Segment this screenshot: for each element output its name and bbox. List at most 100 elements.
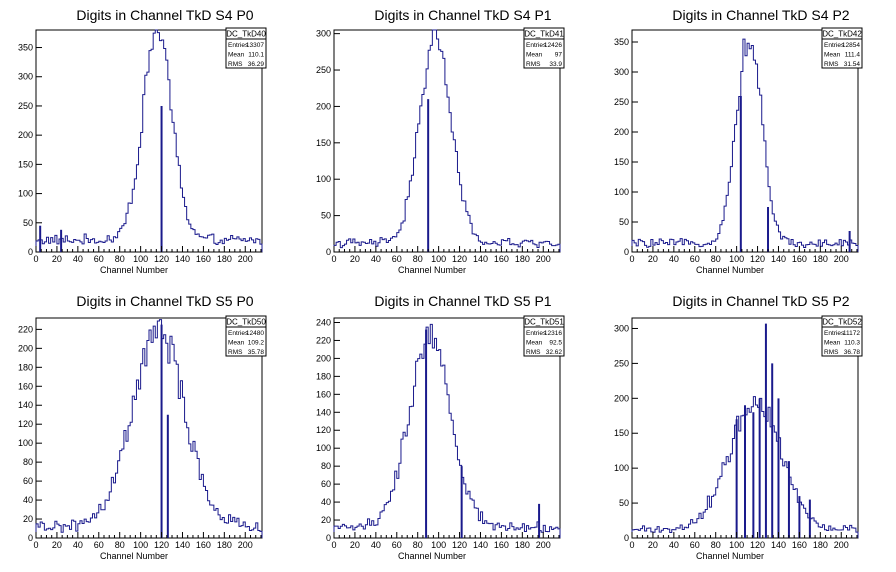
x-axis-label: Channel Number [398,551,466,561]
stats-row-value: 109.2 [248,340,265,347]
x-tick-label: 80 [115,540,125,550]
x-tick-label: 60 [690,254,700,264]
x-tick-label: 60 [392,540,402,550]
stats-row-label: Entries [824,42,845,49]
y-tick-label: 100 [614,463,629,473]
x-tick-label: 40 [669,540,679,550]
histogram-panel-3: Digits in Channel TkD S5 P0 0 20 40 60 80 100 1… [18,293,267,561]
stats-row-label: Mean [526,52,543,59]
x-tick-label: 80 [115,254,125,264]
y-zero-label: 0 [28,533,33,543]
x-tick-label: 80 [413,254,423,264]
y-tick-label: 50 [321,211,331,221]
y-tick-label: 80 [23,457,33,467]
y-tick-label: 40 [23,495,33,505]
plot-frame [35,317,263,539]
histogram-panel-4: Digits in Channel TkD S5 P1 0 20 40 60 80 100 1… [316,293,565,561]
y-tick-label: 150 [316,138,331,148]
y-tick-label: 300 [614,67,629,77]
y-tick-label: 200 [316,101,331,111]
stats-row-value: 110.3 [844,340,860,347]
y-tick-label: 150 [614,428,629,438]
x-tick-label: 60 [392,254,402,264]
stats-row-label: Mean [824,52,841,59]
x-tick-label: 180 [217,540,232,550]
x-axis-label: Channel Number [100,265,168,275]
y-tick-label: 350 [614,37,629,47]
stats-box [821,315,863,357]
y-tick-label: 100 [316,443,331,453]
x-tick-label: 200 [238,540,253,550]
y-zero-label: 0 [28,247,33,257]
y-tick-label: 350 [18,43,33,53]
stats-row-value: 110.1 [248,52,264,59]
stats-row-value: 97 [555,52,563,59]
y-tick-label: 250 [614,97,629,107]
stats-row-label: RMS [228,61,243,68]
x-tick-label: 80 [711,540,721,550]
stats-row-value: 13307 [246,42,264,49]
x-tick-label: 60 [690,540,700,550]
x-tick-label: 40 [669,254,679,264]
x-tick-label: 0 [331,540,336,550]
x-tick-label: 160 [196,254,211,264]
x-tick-label: 20 [350,254,360,264]
chart-title: Digits in Channel TkD S5 P1 [374,293,551,309]
y-tick-label: 240 [316,317,331,327]
y-tick-label: 80 [321,461,331,471]
stats-row-label: Entries [824,330,845,337]
y-zero-label: 0 [624,533,629,543]
y-tick-label: 60 [321,479,331,489]
stats-box [523,27,565,69]
histogram-line [35,319,263,538]
x-axis-label: Channel Number [696,265,764,275]
y-tick-label: 300 [614,323,629,333]
y-tick-label: 120 [18,419,33,429]
y-tick-label: 20 [321,515,331,525]
y-tick-label: 200 [614,127,629,137]
stats-row-value: 11172 [843,330,860,337]
y-tick-label: 180 [316,371,331,381]
y-tick-label: 40 [321,497,331,507]
stats-box [821,27,863,69]
stats-row-label: RMS [526,61,541,68]
plot-frame [35,29,263,253]
x-tick-label: 80 [711,254,721,264]
stats-row-value: 111.4 [845,52,861,59]
x-tick-label: 0 [629,540,634,550]
x-tick-label: 0 [33,540,38,550]
y-tick-label: 220 [316,335,331,345]
y-tick-label: 100 [316,174,331,184]
y-tick-label: 200 [18,343,33,353]
y-zero-label: 0 [624,247,629,257]
x-tick-label: 160 [494,254,509,264]
stats-box-name: DC_TkD50 [226,318,266,327]
x-tick-label: 40 [73,540,83,550]
histogram-line [35,29,263,252]
x-axis-label: Channel Number [398,265,466,275]
y-tick-label: 50 [619,217,629,227]
x-tick-label: 120 [452,254,467,264]
stats-box-name: DC_TkD41 [524,30,564,39]
y-tick-label: 100 [18,189,33,199]
chart-title: Digits in Channel TkD S4 P0 [76,7,253,23]
x-axis-label: Channel Number [696,551,764,561]
x-tick-label: 40 [371,540,381,550]
stats-row-value: 12854 [842,42,860,49]
x-tick-label: 140 [175,254,190,264]
y-zero-label: 0 [326,533,331,543]
x-tick-label: 100 [133,540,148,550]
x-tick-label: 160 [494,540,509,550]
y-zero-label: 0 [326,247,331,257]
stats-box-name: DC_TkD52 [822,318,862,327]
histogram-panel-2: Digits in Channel TkD S4 P2 0 20 40 60 80 100 1… [614,7,863,275]
x-tick-label: 180 [217,254,232,264]
y-tick-label: 200 [18,130,33,140]
x-tick-label: 140 [771,254,786,264]
stats-box-name: DC_TkD42 [822,30,862,39]
x-tick-label: 200 [238,254,253,264]
y-tick-label: 250 [18,101,33,111]
x-tick-label: 100 [431,254,446,264]
stats-box [225,315,267,357]
